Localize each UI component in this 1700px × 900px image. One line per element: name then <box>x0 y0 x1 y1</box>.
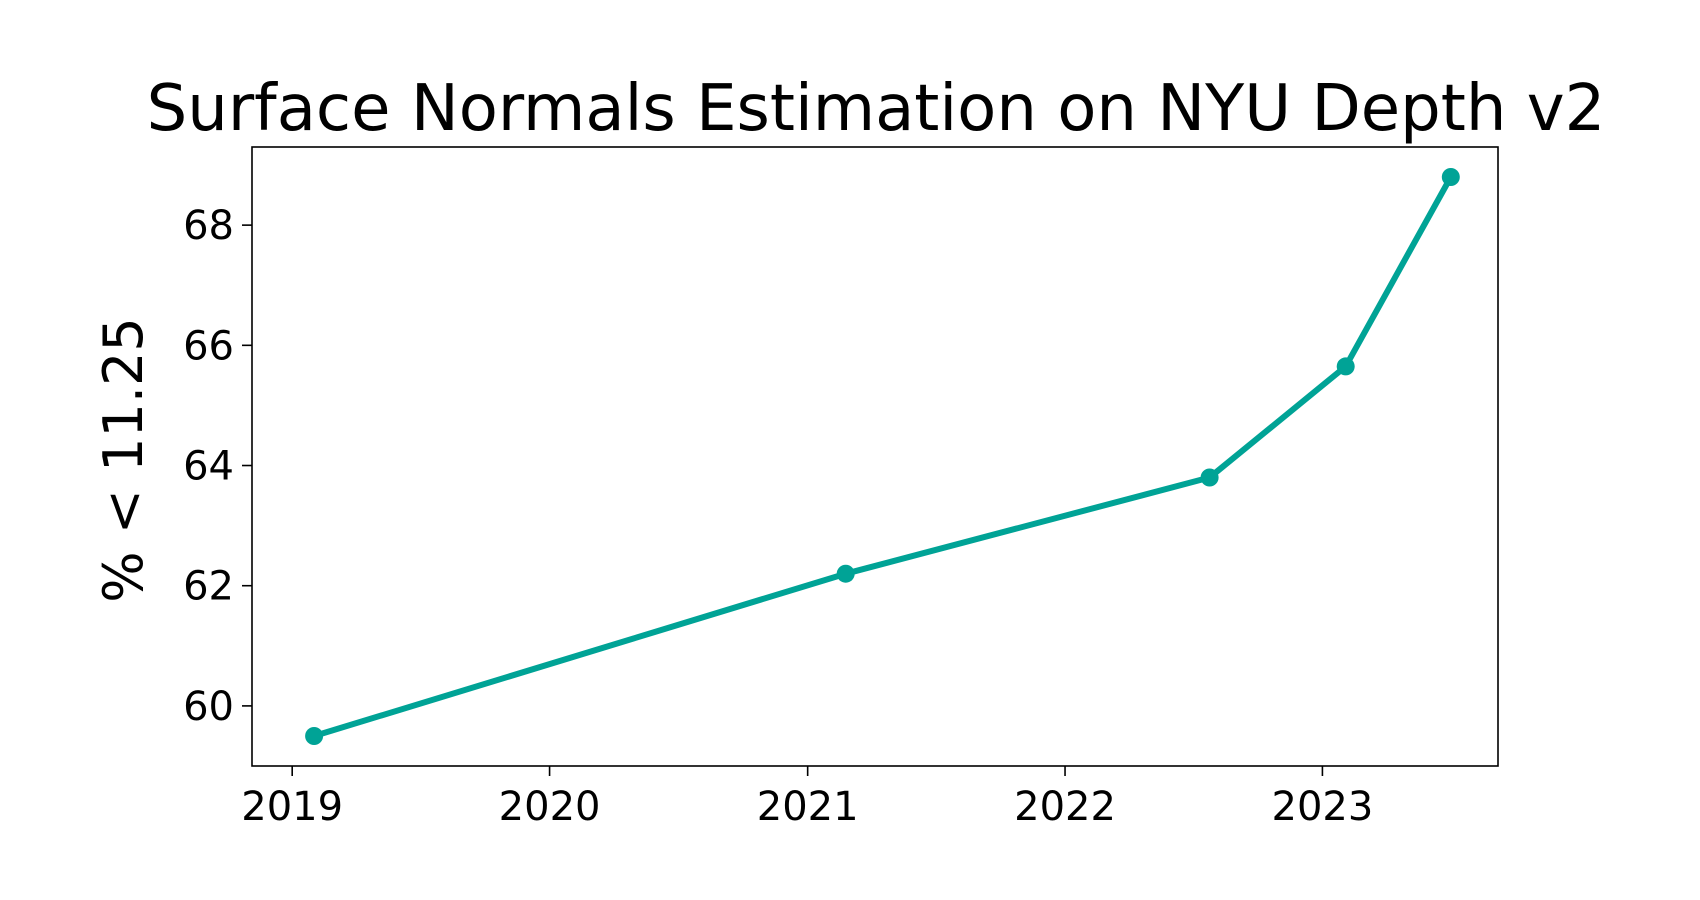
y-tick-label: 64 <box>183 444 234 490</box>
x-tick-label: 2023 <box>1272 784 1374 830</box>
series-layer <box>305 168 1460 745</box>
data-point <box>1336 357 1355 376</box>
x-axis-ticks: 2019 2020 2021 2022 2023 <box>241 766 1373 830</box>
x-tick-label: 2020 <box>499 784 601 830</box>
data-point <box>305 727 324 745</box>
y-tick-label: 68 <box>183 203 234 249</box>
y-tick-label: 62 <box>183 564 234 610</box>
y-tick-label: 60 <box>183 684 234 730</box>
series-line <box>311 174 1454 739</box>
x-tick-label: 2022 <box>1014 784 1116 830</box>
data-point <box>1441 168 1460 186</box>
data-point <box>836 564 855 583</box>
y-axis-label: % < 11.25 <box>92 317 155 602</box>
data-point <box>1200 468 1219 487</box>
y-axis-ticks: 60 62 64 66 68 <box>183 203 252 730</box>
plot-area-frame <box>251 146 1499 767</box>
chart-title: Surface Normals Estimation on NYU Depth … <box>147 72 1606 146</box>
x-tick-label: 2019 <box>241 784 343 830</box>
y-tick-label: 66 <box>183 323 234 369</box>
x-tick-label: 2021 <box>757 784 859 830</box>
